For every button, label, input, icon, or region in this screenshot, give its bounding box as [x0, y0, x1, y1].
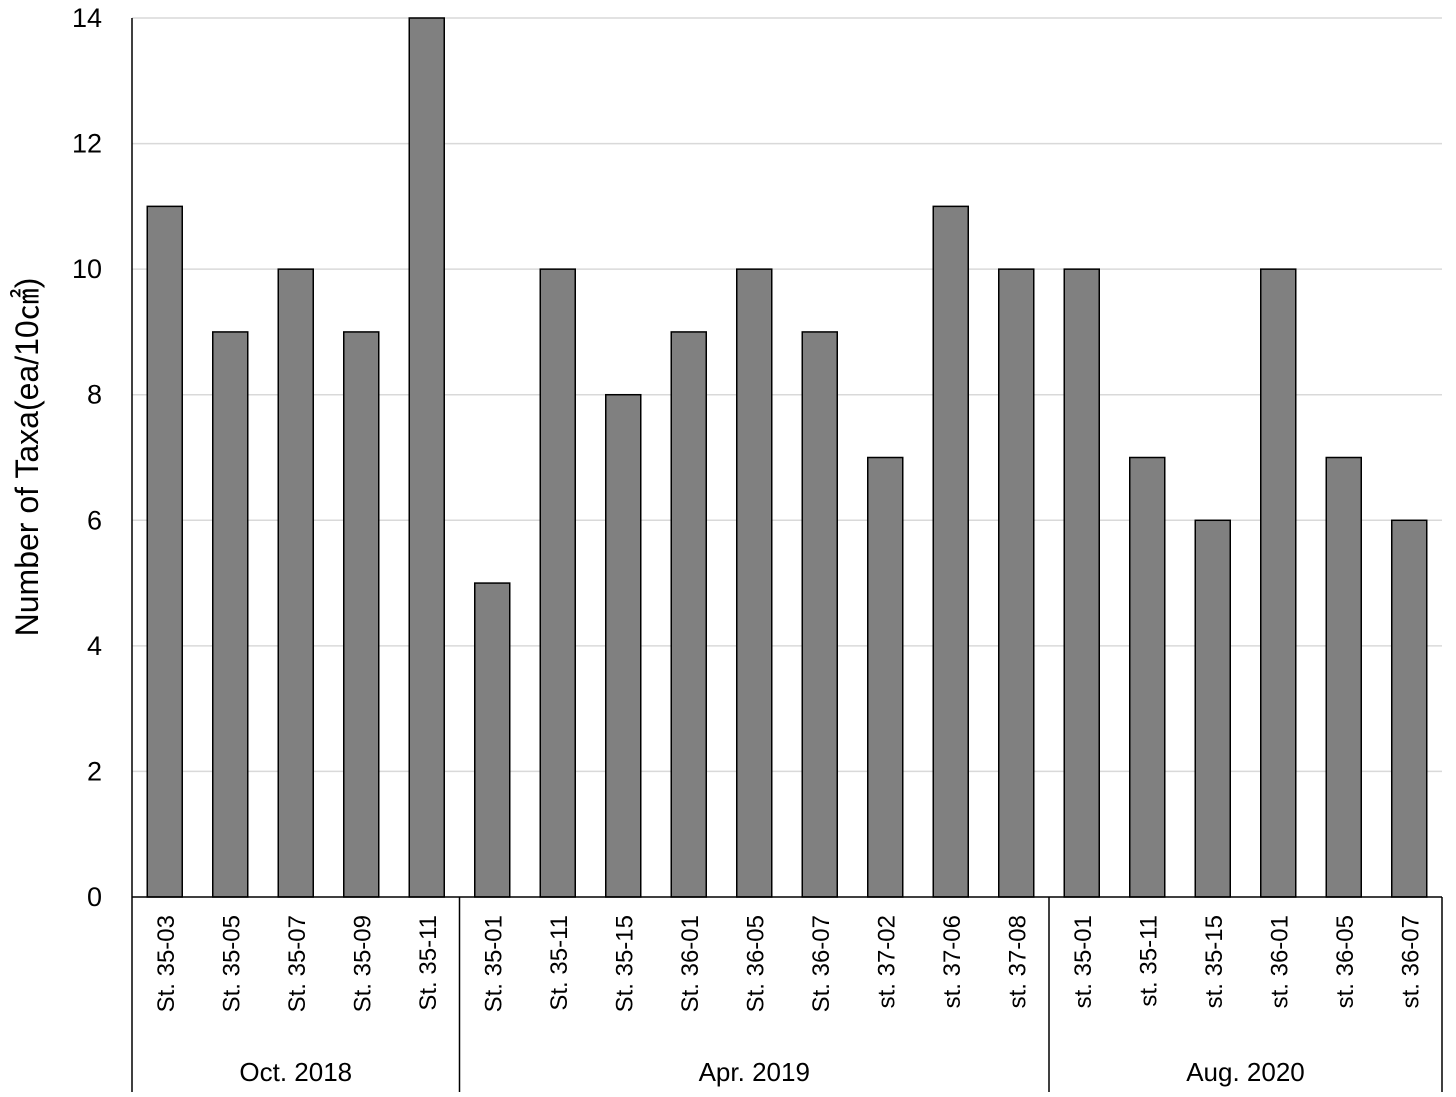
bar: [736, 268, 773, 898]
y-tick-label: 0: [87, 882, 102, 912]
x-category-label: St. 35-11: [546, 915, 573, 1011]
x-group-label: Oct. 2018: [239, 1057, 352, 1087]
x-category-label: st. 37-06: [939, 915, 966, 1008]
y-tick-label: 2: [87, 756, 102, 786]
bar: [343, 331, 380, 898]
x-category-label: st. 36-07: [1397, 915, 1424, 1008]
x-category-label: St. 36-01: [677, 915, 704, 1012]
y-tick-label: 14: [72, 3, 102, 33]
bar: [1325, 456, 1362, 898]
x-category-label: st. 36-01: [1266, 915, 1293, 1008]
bar: [867, 456, 904, 898]
x-category-labels: St. 35-03 St. 35-05 St. 35-07 St. 35-09 St. …: [153, 915, 1425, 1012]
bar: [1063, 268, 1100, 898]
bar: [474, 582, 511, 898]
x-category-label: st. 37-02: [873, 915, 900, 1008]
bar: [277, 268, 314, 898]
x-category-label: St. 35-03: [153, 915, 180, 1012]
x-category-label: St. 35-15: [611, 915, 638, 1012]
bar: [212, 331, 249, 898]
bar: [670, 331, 707, 898]
axes: [131, 18, 1443, 1092]
x-category-label: St. 36-05: [742, 915, 769, 1012]
gridlines: [132, 17, 1442, 773]
x-category-label: St. 35-07: [284, 915, 311, 1012]
y-tick-label: 8: [87, 380, 102, 410]
x-category-label: St. 35-11: [415, 915, 442, 1011]
bar: [801, 331, 838, 898]
x-category-label: St. 36-07: [808, 915, 835, 1012]
bar: [1129, 456, 1166, 898]
bar: [1391, 519, 1428, 898]
x-group-label: Apr. 2019: [699, 1057, 810, 1087]
x-category-label: st. 35-01: [1070, 915, 1097, 1008]
bars: [146, 17, 1428, 898]
y-tick-label: 4: [87, 631, 102, 661]
y-axis-title: Number of Taxa(ea/10㎠): [9, 278, 45, 637]
bar: [146, 205, 183, 898]
x-group-label: Aug. 2020: [1186, 1057, 1305, 1087]
bar: [1260, 268, 1297, 898]
y-tick-labels: 0 2 4 6 8 10 12 14: [72, 3, 102, 912]
x-category-label: St. 35-05: [218, 915, 245, 1012]
x-category-label: st. 35-11: [1135, 915, 1162, 1007]
x-category-label: St. 35-01: [480, 915, 507, 1012]
x-category-label: st. 37-08: [1004, 915, 1031, 1008]
bar: [998, 268, 1035, 898]
x-category-label: st. 35-15: [1201, 915, 1228, 1008]
y-tick-label: 6: [87, 505, 102, 535]
y-tick-label: 10: [72, 254, 102, 284]
bar: [1194, 519, 1231, 898]
x-group-labels: Oct. 2018 Apr. 2019 Aug. 2020: [239, 1057, 1304, 1087]
x-category-label: st. 36-05: [1332, 915, 1359, 1008]
bar: [605, 393, 642, 898]
x-category-label: St. 35-09: [349, 915, 376, 1012]
y-tick-label: 12: [72, 129, 102, 159]
bar: [539, 268, 576, 898]
bar: [408, 17, 445, 898]
bar: [932, 205, 969, 898]
